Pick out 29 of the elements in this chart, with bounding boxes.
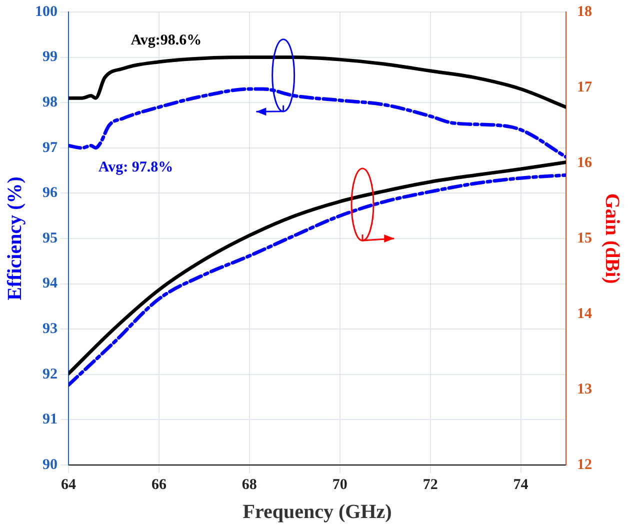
y2-tick-label: 14	[577, 306, 592, 322]
x-tick-label: 68	[242, 476, 257, 493]
y2-tick-label: 17	[577, 79, 592, 96]
y-tick-label: 95	[42, 230, 58, 246]
y2-tick-label: 13	[577, 381, 592, 398]
y2-tick-label: 12	[577, 456, 592, 473]
annotation: Avg: 97.8%	[98, 159, 174, 176]
y2-tick-label: 16	[577, 154, 592, 171]
y-axis-title: Efficiency (%)	[4, 176, 26, 300]
y-tick-label: 98	[42, 94, 58, 110]
y-tick-label: 96	[42, 185, 58, 202]
x-tick-label: 74	[513, 476, 529, 493]
y-tick-label: 99	[42, 49, 58, 66]
y2-tick-label: 15	[577, 230, 592, 246]
y2-tick-label: 18	[577, 4, 592, 20]
y-tick-label: 91	[42, 412, 58, 428]
x-tick-label: 64	[61, 476, 76, 493]
y-tick-label: 97	[42, 140, 58, 156]
x-tick-label: 70	[332, 476, 348, 493]
x-axis-title: Frequency (GHz)	[242, 501, 392, 524]
annotation: Avg:98.6%	[130, 32, 202, 49]
y-tick-label: 90	[42, 456, 58, 473]
y2-axis-title: Gain (dBi)	[600, 193, 623, 284]
x-tick-label: 66	[151, 476, 167, 493]
y-tick-label: 92	[42, 366, 58, 382]
y-tick-label: 93	[42, 320, 58, 337]
x-tick-label: 72	[422, 476, 438, 493]
y-tick-label: 100	[35, 4, 58, 20]
y-tick-label: 94	[42, 276, 58, 292]
